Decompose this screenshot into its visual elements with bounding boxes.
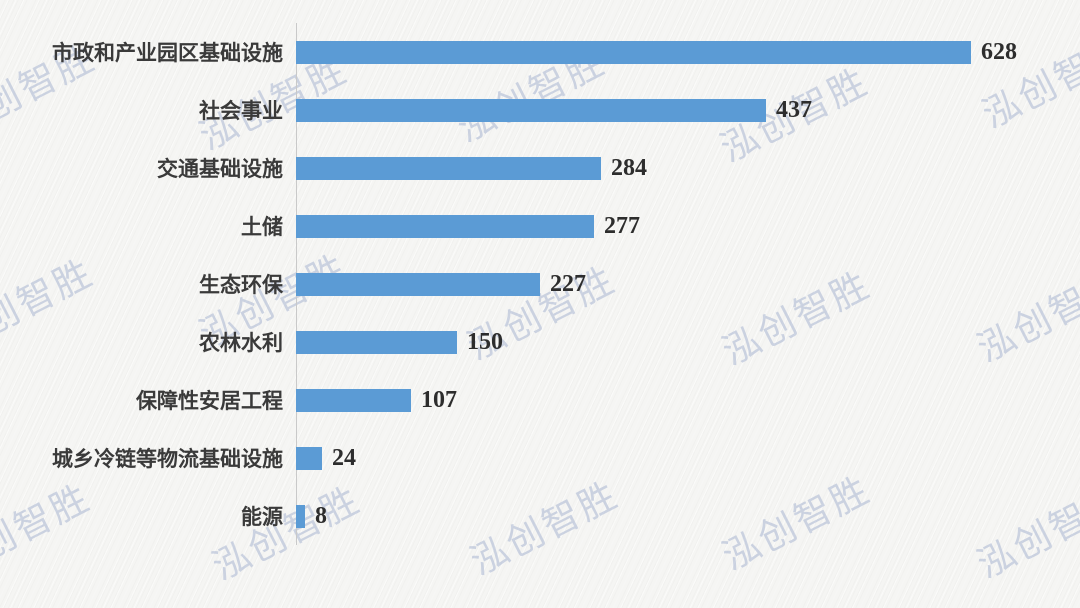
category-label: 生态环保 [199, 273, 283, 297]
bar-row: 市政和产业园区基础设施 628 [0, 23, 1080, 81]
bar-track: 107 [296, 371, 1080, 429]
bar-track: 437 [296, 81, 1080, 139]
category-label: 能源 [241, 505, 283, 529]
bar-row: 能源 8 [0, 487, 1080, 545]
bar-row: 土储 277 [0, 197, 1080, 255]
value-label: 437 [776, 96, 812, 123]
category-label: 土储 [241, 215, 283, 239]
bar-row: 生态环保 227 [0, 255, 1080, 313]
value-label: 284 [611, 154, 647, 181]
bar-rows: 市政和产业园区基础设施 628 社会事业 437 交通基础设施 284 土储 2… [0, 23, 1080, 545]
value-label: 628 [981, 38, 1017, 65]
bar [296, 446, 322, 470]
bar [296, 272, 540, 296]
bar-track: 277 [296, 197, 1080, 255]
bar [296, 156, 601, 180]
category-label: 保障性安居工程 [136, 389, 283, 413]
category-label: 城乡冷链等物流基础设施 [52, 447, 283, 471]
bar [296, 330, 457, 354]
category-label: 市政和产业园区基础设施 [52, 41, 283, 65]
value-label: 150 [467, 328, 503, 355]
bar-track: 8 [296, 487, 1080, 545]
bar [296, 98, 766, 122]
category-label: 农林水利 [199, 331, 283, 355]
value-label: 277 [604, 212, 640, 239]
bar [296, 504, 305, 528]
bar-track: 284 [296, 139, 1080, 197]
value-label: 24 [332, 444, 356, 471]
category-label: 交通基础设施 [157, 157, 283, 181]
value-label: 227 [550, 270, 586, 297]
value-label: 107 [421, 386, 457, 413]
bar [296, 388, 411, 412]
bar-row: 社会事业 437 [0, 81, 1080, 139]
value-label: 8 [315, 502, 327, 529]
bar-track: 150 [296, 313, 1080, 371]
bar-track: 628 [296, 23, 1080, 81]
bar [296, 214, 594, 238]
bar-row: 城乡冷链等物流基础设施 24 [0, 429, 1080, 487]
bar-row: 农林水利 150 [0, 313, 1080, 371]
bar-row: 交通基础设施 284 [0, 139, 1080, 197]
bar-track: 24 [296, 429, 1080, 487]
bar-track: 227 [296, 255, 1080, 313]
bar-row: 保障性安居工程 107 [0, 371, 1080, 429]
category-label: 社会事业 [199, 99, 283, 123]
bar [296, 40, 971, 64]
